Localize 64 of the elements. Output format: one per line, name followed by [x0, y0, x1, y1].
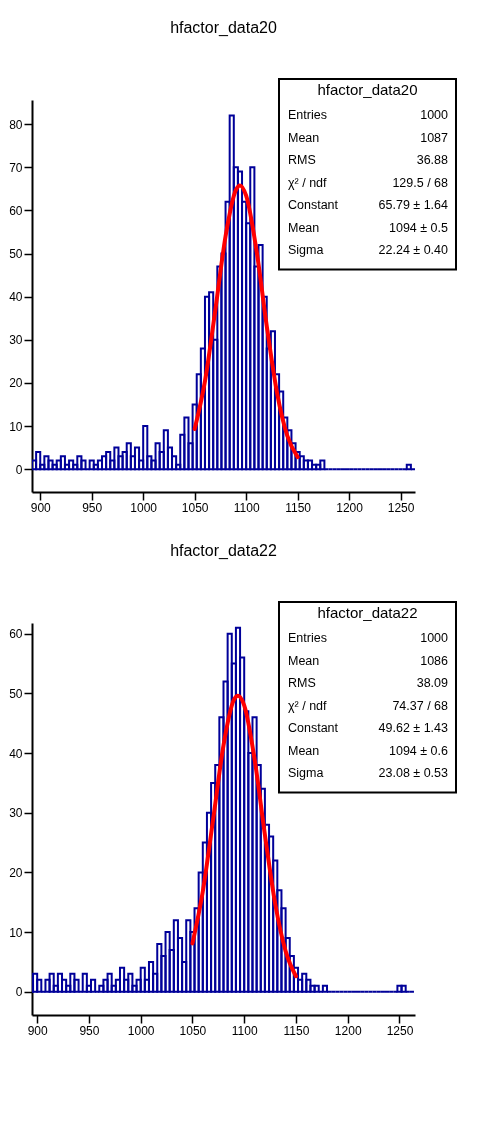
- x-tick-label: 900: [27, 1023, 49, 1038]
- x-tick-label: 1050: [179, 1023, 207, 1038]
- annotation: Mean: [288, 653, 320, 668]
- annotation: Entries: [288, 108, 327, 122]
- x-tick-label: 1250: [386, 1023, 414, 1038]
- y-tick-label: 0: [15, 985, 23, 1000]
- x-tick-label: 1250: [387, 500, 415, 515]
- annotation: 22.24 ± 0.40: [378, 243, 449, 257]
- annotation: 49.62 ± 1.43: [378, 721, 449, 735]
- text: hfactor_data20: [317, 81, 418, 98]
- x-tick-label: 1150: [285, 500, 312, 515]
- text: hfactor_data22: [317, 604, 418, 621]
- x-tick-label: 1100: [233, 500, 260, 515]
- y-tick-label: 30: [9, 333, 23, 348]
- annotation: χ² / ndf: [288, 175, 328, 190]
- x-tick-label: 950: [79, 1023, 100, 1038]
- text: 1000: [420, 631, 449, 645]
- annotation: Mean: [288, 743, 320, 758]
- y-tick-label: 60: [9, 203, 23, 218]
- y-tick-label: 40: [9, 290, 23, 305]
- annotation: 23.08 ± 0.53: [378, 766, 449, 780]
- y-tick-label: 10: [9, 925, 23, 940]
- y-tick-label: 30: [9, 806, 23, 821]
- annotation: Mean: [288, 220, 320, 235]
- x-tick-label: 1100: [231, 1023, 258, 1038]
- annotation: 74.37 / 68: [392, 698, 449, 713]
- annotation: 65.79 ± 1.64: [378, 198, 449, 212]
- y-tick-label: 50: [9, 686, 23, 701]
- text: 1087: [420, 130, 449, 145]
- y-tick-label: 10: [9, 419, 23, 434]
- x-tick-label: 1000: [127, 1023, 155, 1038]
- y-tick-label: 50: [9, 247, 23, 262]
- x-tick-label: 1000: [130, 500, 158, 515]
- annotation: RMS: [288, 676, 316, 690]
- x-tick-label: 1200: [334, 1023, 362, 1038]
- annotation: Constant: [288, 721, 339, 735]
- x-tick-label: 950: [82, 500, 103, 515]
- y-tick-label: 70: [9, 160, 23, 175]
- chart-title: hfactor_data20: [170, 19, 277, 37]
- annotation: Constant: [288, 198, 339, 212]
- text: 1000: [420, 108, 449, 122]
- annotation: 129.5 / 68: [392, 175, 449, 190]
- text: 36.88: [416, 153, 449, 167]
- chart-title: hfactor_data22: [170, 542, 277, 560]
- text: 1086: [420, 653, 449, 668]
- annotation: 1094 ± 0.6: [389, 743, 449, 758]
- annotation: Sigma: [288, 243, 324, 257]
- x-tick-label: 1150: [283, 1023, 310, 1038]
- annotation: RMS: [288, 153, 316, 167]
- x-tick-label: 1200: [336, 500, 364, 515]
- annotation: χ² / ndf: [288, 698, 328, 713]
- y-tick-label: 20: [9, 376, 23, 391]
- annotation: Sigma: [288, 766, 324, 780]
- y-tick-label: 60: [9, 627, 23, 642]
- y-tick-label: 20: [9, 865, 23, 880]
- y-tick-label: 80: [9, 117, 23, 132]
- x-tick-label: 1050: [181, 500, 209, 515]
- annotation: Entries: [288, 631, 327, 645]
- y-tick-label: 40: [9, 746, 23, 761]
- annotation: Mean: [288, 130, 320, 145]
- y-tick-label: 0: [15, 462, 23, 477]
- annotation: 1094 ± 0.5: [389, 220, 449, 235]
- text: 38.09: [416, 676, 449, 690]
- x-tick-label: 900: [30, 500, 52, 515]
